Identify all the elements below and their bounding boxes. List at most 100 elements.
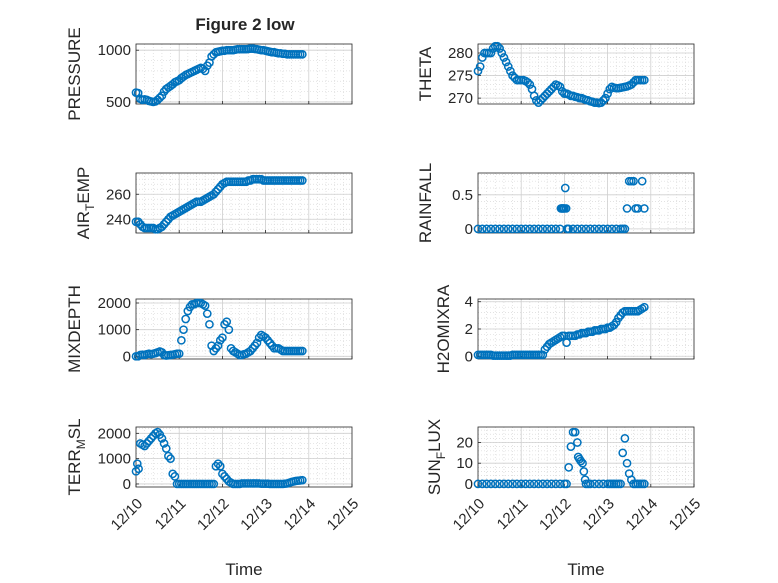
- data-point: [568, 224, 578, 234]
- data-point: [542, 89, 552, 98]
- data-point: [499, 224, 509, 234]
- data-point: [555, 82, 565, 92]
- y-axis-label-subscript: T: [83, 203, 97, 211]
- data-point: [486, 479, 496, 489]
- data-point: [174, 349, 184, 359]
- data-point: [512, 224, 522, 234]
- data-point: [200, 301, 210, 311]
- y-tick-label: 0.5: [452, 187, 473, 204]
- data-point: [564, 462, 574, 472]
- data-point: [222, 317, 232, 327]
- data-point: [477, 224, 487, 234]
- data-point: [542, 479, 552, 489]
- x-tick-label: 12/12: [536, 495, 575, 534]
- data-point: [534, 479, 543, 489]
- axes-box: [135, 298, 353, 360]
- y-axis-label-rest: SL: [65, 418, 84, 439]
- y-axis-label: MIXDEPTH: [65, 285, 84, 373]
- data-point: [179, 325, 188, 335]
- data-point: [211, 187, 221, 197]
- data-point: [585, 479, 595, 489]
- data-point: [159, 219, 169, 229]
- data-point: [211, 461, 221, 471]
- data-point: [534, 98, 543, 107]
- data-point: [157, 222, 167, 232]
- data-point: [570, 427, 580, 437]
- data-point: [594, 479, 604, 489]
- data-point: [529, 479, 539, 489]
- data-point: [598, 96, 608, 105]
- data-point: [564, 224, 574, 234]
- data-point: [144, 436, 154, 446]
- y-axis-label-rest: EMP: [74, 167, 93, 204]
- y-axis-label-main: PRESSURE: [65, 27, 84, 121]
- data-point: [213, 184, 223, 194]
- data-point: [202, 309, 212, 319]
- data-point: [616, 479, 625, 489]
- y-axis-label-main: SUN: [425, 459, 444, 495]
- y-tick-label: 260: [106, 186, 131, 203]
- y-tick-label: 275: [448, 68, 473, 85]
- data-point: [181, 314, 191, 324]
- data-point: [486, 48, 496, 58]
- data-point: [529, 91, 539, 101]
- data-point: [497, 48, 507, 58]
- y-tick-label: 2: [465, 321, 473, 338]
- data-point: [499, 479, 509, 489]
- data-point: [153, 427, 162, 437]
- data-point: [508, 224, 517, 234]
- data-point: [297, 346, 307, 356]
- y-axis-label-main: H2OMIXRA: [434, 284, 453, 373]
- data-point: [538, 224, 548, 234]
- data-point: [598, 224, 608, 234]
- y-axis-label-main: THETA: [416, 46, 435, 101]
- x-tick-label: 12/15: [666, 495, 705, 534]
- x-axis-label: Time: [225, 560, 262, 579]
- y-axis-label-rest: LUX: [425, 419, 444, 452]
- data-point: [501, 57, 511, 67]
- data-point: [581, 224, 591, 234]
- data-point: [622, 204, 632, 213]
- y-axis-label-subscript: F: [434, 452, 448, 459]
- y-axis-label-main: MIXDEPTH: [65, 285, 84, 373]
- data-point: [525, 80, 535, 89]
- figure-title: Figure 2 low: [195, 15, 295, 34]
- data-point: [133, 88, 143, 98]
- y-axis-label: SUNFLUX: [425, 419, 448, 495]
- data-point: [620, 434, 630, 443]
- data-point: [540, 91, 550, 101]
- y-axis-label: THETA: [416, 46, 435, 101]
- data-point: [521, 479, 530, 489]
- data-point: [547, 224, 556, 234]
- data-point: [205, 319, 214, 329]
- y-tick-label: 4: [465, 294, 473, 311]
- data-point: [607, 224, 617, 234]
- data-point: [639, 75, 649, 85]
- data-point: [627, 80, 636, 89]
- y-axis-label: AIRTEMP: [74, 167, 97, 240]
- y-tick-label: 0: [465, 348, 473, 365]
- data-point: [477, 53, 487, 62]
- data-point: [639, 204, 649, 213]
- data-point: [224, 325, 234, 335]
- y-tick-label: 10: [456, 455, 473, 472]
- data-point: [161, 444, 171, 453]
- y-axis-label-main: AIR: [74, 211, 93, 239]
- data-point: [490, 479, 500, 489]
- data-point: [482, 224, 491, 234]
- y-tick-label: 0: [465, 476, 473, 493]
- data-point: [493, 41, 502, 51]
- data-point: [475, 62, 485, 71]
- y-tick-label: 0: [465, 221, 473, 238]
- data-point: [512, 479, 522, 489]
- subplot-air-temp: 240 260 AIRTEMP: [74, 167, 353, 240]
- data-point: [551, 479, 561, 489]
- axes-box: [135, 426, 353, 488]
- data-point: [506, 66, 515, 76]
- x-tick-label: 12/13: [237, 495, 276, 534]
- data-point: [590, 479, 599, 489]
- data-point: [516, 479, 526, 489]
- data-point: [473, 224, 483, 234]
- data-point: [495, 44, 504, 53]
- axes-box: [135, 43, 353, 105]
